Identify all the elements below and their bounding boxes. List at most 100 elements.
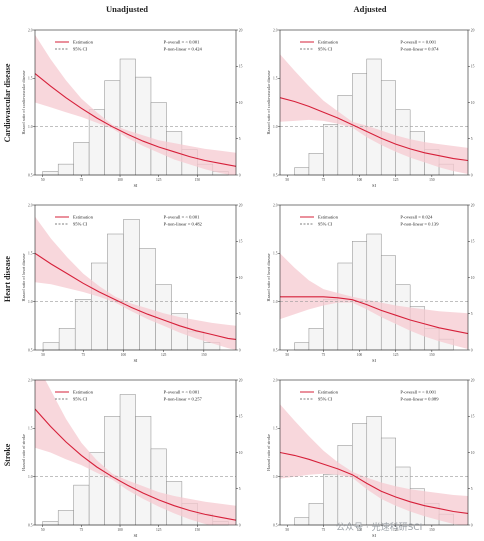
curve-group xyxy=(35,216,236,350)
y2-tick-label: 10 xyxy=(471,276,475,280)
hist-bar xyxy=(123,219,140,351)
x-tick-label: 100 xyxy=(357,528,363,532)
hist-bar xyxy=(308,328,324,351)
x-axis-label: SI xyxy=(134,358,138,363)
hist-bar xyxy=(57,163,74,176)
panel-cvd-adjusted: 50 75 100 125 150 0.5 1.0 1.5 2.0 0 5 10 15 20 SI Hazar… xyxy=(266,28,475,188)
legend-ci-label: 95% CI xyxy=(318,397,333,402)
y2-tick-label: 0 xyxy=(239,523,241,527)
x-tick-label: 125 xyxy=(393,178,399,182)
p-overall: P-overall = < 0.001 xyxy=(400,40,437,45)
x-tick-label: 100 xyxy=(357,178,363,182)
hist-bar xyxy=(150,448,167,526)
y-tick-label: 2.0 xyxy=(273,28,278,32)
y2-tick-label: 0 xyxy=(239,348,241,352)
y-tick-label: 0.5 xyxy=(28,348,33,352)
panel-stroke-adjusted: 50 75 100 125 150 0.5 1.0 1.5 2.0 0 5 10 15 20 SI Hazar… xyxy=(266,378,475,538)
ci-band xyxy=(35,34,236,175)
x-tick-label: 50 xyxy=(41,528,45,532)
x-tick-label: 50 xyxy=(41,353,45,357)
y-axis-label: Hazard ratio of cardiovascular disease xyxy=(21,70,26,134)
col-title-unadjusted: Unadjusted xyxy=(106,4,148,14)
x-tick-label: 100 xyxy=(357,353,363,357)
hist-bar xyxy=(352,241,368,351)
y-tick-label: 0.5 xyxy=(273,173,278,177)
hist-bar xyxy=(73,142,90,176)
y-tick-label: 1.0 xyxy=(28,300,33,304)
row-title-stroke: Stroke xyxy=(3,443,12,466)
x-tick-label: 125 xyxy=(156,528,162,532)
hist-bar xyxy=(91,262,108,351)
y-tick-label: 1.5 xyxy=(28,77,33,81)
x-tick-label: 125 xyxy=(393,528,399,532)
y-axis-label: Hazard ratio of heart disease xyxy=(21,253,26,301)
x-tick-label: 50 xyxy=(41,178,45,182)
x-tick-label: 100 xyxy=(117,178,123,182)
hist-bar xyxy=(323,474,339,526)
y2-tick-label: 0 xyxy=(471,173,473,177)
p-nonlinear: P-non-linear = 0.089 xyxy=(400,397,439,402)
hist-bar xyxy=(380,80,396,176)
y-tick-label: 2.0 xyxy=(273,203,278,207)
y2-tick-label: 15 xyxy=(471,240,475,244)
y-tick-label: 1.0 xyxy=(273,475,278,479)
legend-ci-label: 95% CI xyxy=(73,222,88,227)
x-tick-label: 50 xyxy=(285,528,289,532)
hist-bar xyxy=(73,484,90,526)
x-tick-label: 125 xyxy=(393,353,399,357)
x-axis-label: SI xyxy=(372,533,376,538)
y2-tick-label: 10 xyxy=(471,451,475,455)
p-overall: P-overall = < 0.001 xyxy=(400,390,437,395)
x-tick-label: 75 xyxy=(80,178,84,182)
x-axis-label: SI xyxy=(372,183,376,188)
curve-group xyxy=(280,404,468,525)
hist-bar xyxy=(42,521,59,526)
x-tick-label: 100 xyxy=(121,353,127,357)
ci-band xyxy=(280,404,468,525)
y2-tick-label: 5 xyxy=(471,487,473,491)
legend-estimation-label: Estimation xyxy=(73,215,94,220)
y-tick-label: 2.0 xyxy=(28,28,33,32)
hist-bar xyxy=(58,328,76,351)
hist-bar xyxy=(323,299,339,351)
y2-tick-label: 20 xyxy=(471,28,475,32)
hist-bar xyxy=(380,437,396,526)
legend-estimation-label: Estimation xyxy=(318,40,339,45)
hist-bar xyxy=(337,95,353,176)
legend-estimation-label: Estimation xyxy=(318,390,339,395)
hist-bar xyxy=(366,416,382,526)
estimation-line xyxy=(35,252,236,340)
legend-estimation-label: Estimation xyxy=(73,390,94,395)
estimation-line xyxy=(35,73,236,167)
hist-bar xyxy=(42,342,60,351)
hist-bar xyxy=(135,416,152,526)
hist-bar xyxy=(366,233,382,351)
y-tick-label: 1.0 xyxy=(28,125,33,129)
hist-bar xyxy=(366,58,382,176)
y-tick-label: 1.0 xyxy=(273,125,278,129)
hist-bar xyxy=(42,171,59,176)
y-tick-label: 2.0 xyxy=(28,378,33,382)
panel-cvd-unadjusted: 50 75 100 125 150 0.5 1.0 1.5 2.0 0 5 10 15 20 SI Hazar… xyxy=(21,28,243,188)
y2-tick-label: 20 xyxy=(239,203,243,207)
ci-band xyxy=(35,216,236,350)
hist-bar xyxy=(135,76,152,176)
x-tick-label: 50 xyxy=(285,178,289,182)
p-nonlinear: P-non-linear = 0.482 xyxy=(164,222,203,227)
estimation-line xyxy=(280,451,468,514)
x-tick-label: 75 xyxy=(322,353,326,357)
y2-tick-label: 15 xyxy=(471,415,475,419)
p-overall: P-overall = 0.024 xyxy=(400,215,433,220)
row-title-cardiovascular: Cardiovascular disease xyxy=(3,63,12,142)
p-nonlinear: P-non-linear = 0.074 xyxy=(400,47,439,52)
y-tick-label: 1.5 xyxy=(273,427,278,431)
y2-tick-label: 5 xyxy=(239,137,241,141)
legend-ci-label: 95% CI xyxy=(318,222,333,227)
hist-bar xyxy=(294,342,310,351)
y2-tick-label: 20 xyxy=(471,203,475,207)
y2-tick-label: 15 xyxy=(239,65,243,69)
y-axis-label: Hazard ratio of heart disease xyxy=(266,253,271,301)
y-tick-label: 0.5 xyxy=(273,348,278,352)
hist-bar xyxy=(323,124,339,176)
